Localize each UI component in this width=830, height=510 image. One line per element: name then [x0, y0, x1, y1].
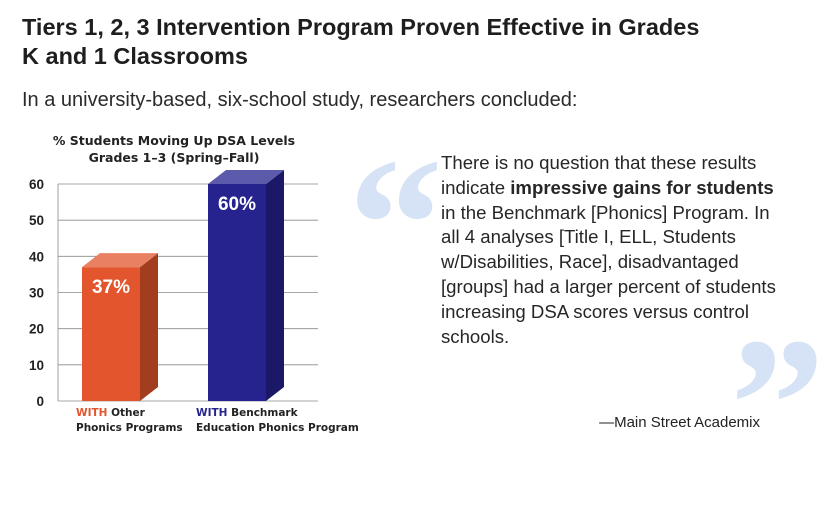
- y-tick-label: 0: [36, 394, 44, 409]
- category-rest: Other: [107, 407, 145, 419]
- y-tick-label: 20: [29, 322, 44, 337]
- bar: [208, 184, 266, 401]
- bar-side: [140, 253, 158, 401]
- y-tick-label: 50: [29, 213, 44, 228]
- quote-emphasis: impressive gains for students: [510, 176, 774, 198]
- chart-subtitle: Grades 1–3 (Spring–Fall): [89, 150, 260, 165]
- category-highlight: WITH: [76, 407, 107, 419]
- bar-top: [82, 253, 158, 268]
- page-subtitle: In a university-based, six-school study,…: [22, 89, 578, 111]
- bar-chart: % Students Moving Up DSA Levels Grades 1–…: [29, 133, 359, 434]
- bar-value-label: 60%: [218, 194, 256, 215]
- category-highlight: WITH: [196, 407, 227, 419]
- bar-value-label: 37%: [92, 277, 130, 298]
- y-tick-label: 40: [29, 249, 44, 264]
- quote-text-part2: in the Benchmark [Phonics] Program. In a…: [441, 201, 776, 347]
- page-title: Tiers 1, 2, 3 Intervention Program Prove…: [22, 14, 700, 69]
- bar: [82, 267, 140, 401]
- quote-text: There is no question that these results …: [441, 151, 781, 349]
- x-category-label: WITH Benchmark: [196, 407, 299, 419]
- category-rest: Benchmark: [227, 407, 298, 419]
- y-tick-label: 30: [29, 286, 44, 301]
- x-category-label: WITH Other: [76, 407, 146, 419]
- x-category-label-line2: Phonics Programs: [76, 422, 183, 434]
- quote-text-part1: There is no question that these results …: [441, 152, 757, 198]
- y-tick-label: 60: [29, 177, 44, 192]
- x-category-label-line2: Education Phonics Program: [196, 422, 359, 434]
- open-quote-icon: “: [348, 120, 443, 330]
- bar-top: [208, 170, 284, 184]
- bar-side: [266, 170, 284, 401]
- y-tick-label: 10: [29, 358, 44, 373]
- quote-attribution: —Main Street Academix: [599, 414, 760, 431]
- chart-title: % Students Moving Up DSA Levels: [53, 133, 295, 148]
